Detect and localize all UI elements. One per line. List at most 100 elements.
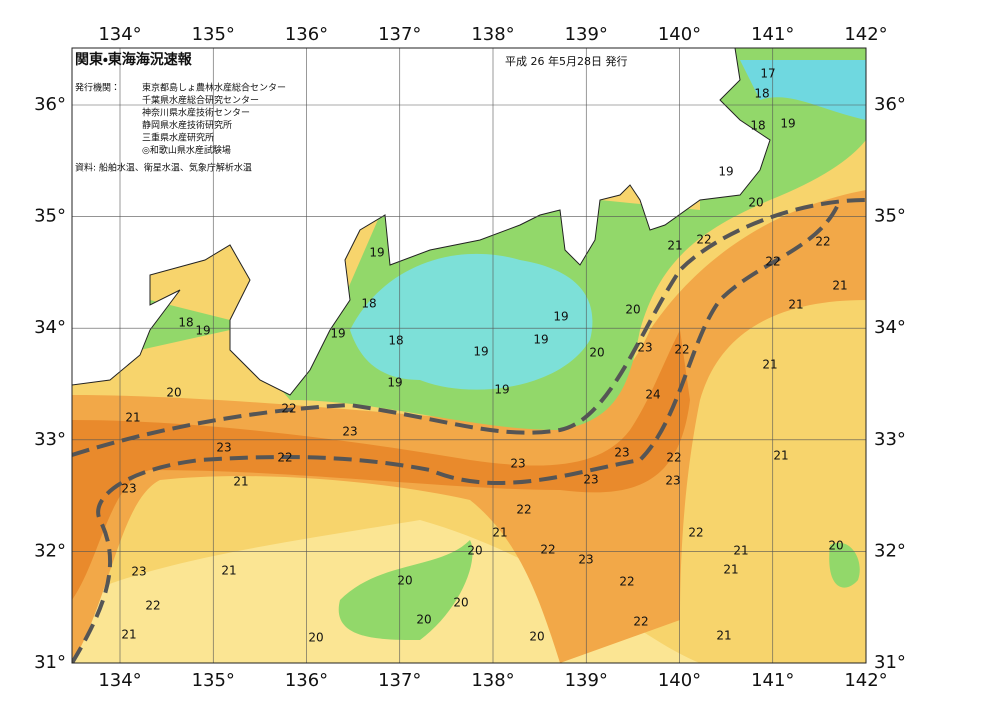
contour-label: 22 xyxy=(516,503,531,517)
contour-label: 19 xyxy=(195,324,210,338)
lon-label-bottom: 135° xyxy=(192,670,235,691)
contour-label: 21 xyxy=(233,475,248,489)
warm-core xyxy=(72,330,690,600)
contour-label: 23 xyxy=(131,565,146,579)
lat-label-left: 36° xyxy=(34,94,66,115)
contour-label: 22 xyxy=(145,599,160,613)
contour-label: 19 xyxy=(494,383,509,397)
contour-label: 20 xyxy=(529,630,544,644)
contour-label: 21 xyxy=(121,628,136,642)
lon-label-bottom: 141° xyxy=(751,670,794,691)
lon-label-bottom: 136° xyxy=(285,670,328,691)
frame xyxy=(71,47,867,664)
contour-label: 20 xyxy=(416,613,431,627)
lon-label-top: 134° xyxy=(98,24,141,45)
lon-label-top: 142° xyxy=(844,24,887,45)
contour-label: 19 xyxy=(330,327,345,341)
lon-label-bottom: 140° xyxy=(658,670,701,691)
contour-label: 20 xyxy=(467,544,482,558)
issuer: 静岡県水産技術研究所 xyxy=(142,119,232,131)
contour-label: 19 xyxy=(473,345,488,359)
lon-label-bottom: 134° xyxy=(98,670,141,691)
contour-label: 20 xyxy=(625,303,640,317)
green-patch xyxy=(338,540,860,640)
land xyxy=(72,48,771,396)
contour-label: 20 xyxy=(828,539,843,553)
issue-date: 平成 26 年5月28日 発行 xyxy=(505,54,627,68)
contour-label: 22 xyxy=(674,343,689,357)
lat-label-left: 33° xyxy=(34,429,66,450)
lat-label-left: 34° xyxy=(34,317,66,338)
contour-label: 17 xyxy=(760,67,775,81)
contour-label: 21 xyxy=(773,449,788,463)
lon-label-top: 136° xyxy=(285,24,328,45)
lat-label-right: 34° xyxy=(874,317,906,338)
kuroshio-axis-north xyxy=(72,198,866,457)
contour-label: 21 xyxy=(832,279,847,293)
contour-label: 22 xyxy=(765,255,780,269)
contour-label: 22 xyxy=(619,575,634,589)
contour-label: 19 xyxy=(553,310,568,324)
issuers-label: 発行機関： xyxy=(75,82,120,94)
contour-label: 19 xyxy=(387,376,402,390)
contour-label: 19 xyxy=(533,333,548,347)
lat-label-right: 31° xyxy=(874,652,906,673)
lat-label-right: 33° xyxy=(874,429,906,450)
issuer: 神奈川県水産技術センター xyxy=(142,107,250,119)
contour-label: 23 xyxy=(578,553,593,567)
contour-label: 21 xyxy=(492,526,507,540)
lon-label-top: 140° xyxy=(658,24,701,45)
lon-label-top: 141° xyxy=(751,24,794,45)
contour-label: 18 xyxy=(750,119,765,133)
contour-label: 22 xyxy=(277,451,292,465)
contour-label: 18 xyxy=(178,316,193,330)
contour-label: 21 xyxy=(716,629,731,643)
issuer: 千葉県水産総合研究センター xyxy=(142,94,259,106)
contour-label: 22 xyxy=(666,451,681,465)
contour-label: 22 xyxy=(281,402,296,416)
contour-label: 19 xyxy=(369,246,384,260)
contour-label: 21 xyxy=(667,239,682,253)
issuer: ◎和歌山県水産試験場 xyxy=(142,144,231,156)
contour-label: 18 xyxy=(754,87,769,101)
contour-label: 23 xyxy=(510,457,525,471)
contour-label: 19 xyxy=(780,117,795,131)
lon-label-bottom: 137° xyxy=(378,670,421,691)
contour-label: 21 xyxy=(723,563,738,577)
contour-label: 20 xyxy=(748,196,763,210)
lat-label-right: 35° xyxy=(874,206,906,227)
lon-label-top: 137° xyxy=(378,24,421,45)
lon-label-top: 139° xyxy=(565,24,608,45)
contour-label: 18 xyxy=(361,297,376,311)
lat-label-left: 31° xyxy=(34,652,66,673)
contour-label: 20 xyxy=(397,574,412,588)
contour-label: 21 xyxy=(221,564,236,578)
lat-label-right: 36° xyxy=(874,94,906,115)
map-body xyxy=(72,48,866,663)
contour-label: 22 xyxy=(540,543,555,557)
lat-label-right: 32° xyxy=(874,540,906,561)
cool-water xyxy=(350,253,593,390)
lon-label-top: 135° xyxy=(192,24,235,45)
contour-label: 19 xyxy=(718,165,733,179)
contour-label: 21 xyxy=(788,298,803,312)
contour-label: 21 xyxy=(125,411,140,425)
contour-label: 23 xyxy=(216,441,231,455)
contour-label: 20 xyxy=(166,386,181,400)
contour-label: 21 xyxy=(762,358,777,372)
lon-label-bottom: 142° xyxy=(844,670,887,691)
contour-label: 22 xyxy=(633,615,648,629)
lon-label-bottom: 139° xyxy=(565,670,608,691)
contour-label: 22 xyxy=(815,235,830,249)
contour-label: 24 xyxy=(645,388,660,402)
contour-label: 23 xyxy=(583,473,598,487)
contour-label: 23 xyxy=(637,341,652,355)
contour-label: 20 xyxy=(308,631,323,645)
lon-label-top: 138° xyxy=(471,24,514,45)
contour-label: 22 xyxy=(696,233,711,247)
contour-label: 21 xyxy=(733,544,748,558)
contour-label: 23 xyxy=(342,425,357,439)
contour-label: 18 xyxy=(388,334,403,348)
contour-label: 22 xyxy=(688,526,703,540)
